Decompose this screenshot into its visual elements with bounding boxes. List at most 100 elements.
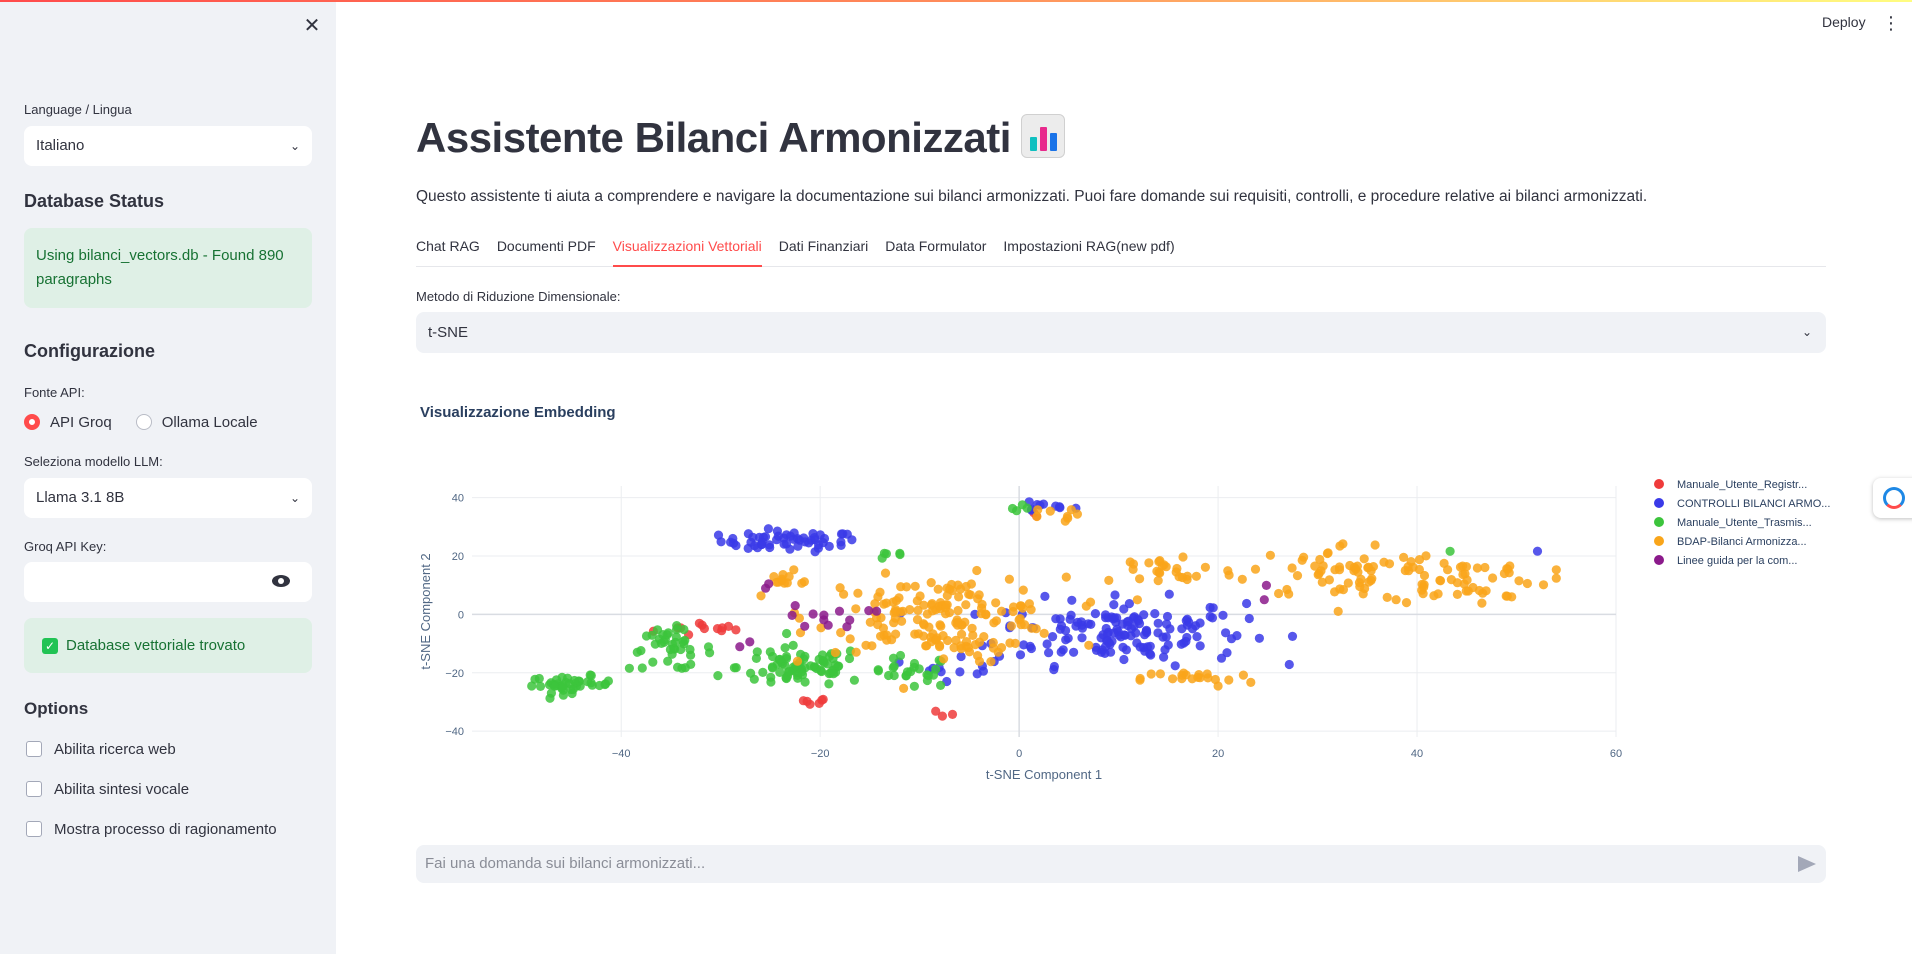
scatter-point — [1045, 506, 1055, 516]
scatter-point — [1310, 561, 1320, 571]
scatter-point — [1355, 581, 1365, 592]
y-tick-label: −40 — [445, 726, 464, 738]
scatter-point — [772, 535, 782, 545]
scatter-point — [699, 623, 709, 634]
scatter-point — [1010, 638, 1020, 648]
scatter-point — [671, 624, 682, 635]
scatter-point — [865, 617, 875, 627]
scatter-point — [781, 539, 792, 549]
x-axis-label: t-SNE Component 1 — [986, 767, 1102, 782]
scatter-point — [784, 666, 794, 676]
scatter-point — [824, 679, 834, 689]
embedding-scatter-chart[interactable]: −40 −20 0 20 40 −40 −20 0 20 40 60 t-SNE Component … — [416, 460, 1836, 800]
checkbox-web-search[interactable]: Abilita ricerca web — [26, 739, 176, 759]
scatter-point — [1081, 601, 1091, 611]
scatter-point — [1478, 588, 1488, 598]
scatter-point — [872, 606, 882, 616]
config-heading: Configurazione — [24, 341, 155, 361]
scatter-point — [1284, 589, 1294, 599]
checkbox-label: Mostra processo di ragionamento — [54, 820, 277, 838]
scatter-point — [834, 606, 845, 616]
method-select[interactable]: t-SNE ⌄ — [416, 312, 1826, 353]
language-select[interactable]: Italiano ⌄ — [24, 126, 312, 166]
page-title-text: Assistente Bilanci Armonizzati — [416, 114, 1011, 161]
tab-chat-rag[interactable]: Chat RAG — [416, 238, 480, 254]
tab-impostazioni-rag[interactable]: Impostazioni RAG(new pdf) — [1003, 238, 1175, 254]
options-heading: Options — [24, 699, 89, 718]
scatter-point — [1259, 595, 1269, 605]
scatter-point — [1297, 555, 1307, 565]
main-menu-icon[interactable]: ⋮ — [1882, 13, 1900, 33]
scatter-point — [758, 667, 768, 677]
scatter-point — [977, 603, 987, 613]
close-sidebar-icon[interactable]: ✕ — [303, 15, 321, 37]
scatter-point — [909, 662, 919, 672]
radio-checked-icon — [24, 414, 40, 430]
scatter-point — [912, 615, 923, 625]
scatter-point — [993, 647, 1003, 657]
checkbox-voice-synthesis[interactable]: Abilita sintesi vocale — [26, 779, 189, 799]
scatter-point — [884, 670, 894, 681]
x-tick-label: 60 — [1610, 748, 1622, 760]
scatter-point — [864, 606, 874, 616]
scatter-point — [1238, 670, 1248, 680]
tab-dati-finanziari[interactable]: Dati Finanziari — [778, 238, 869, 254]
scatter-point — [1435, 575, 1445, 585]
scatter-point — [1065, 614, 1075, 624]
scatter-point — [1177, 674, 1187, 684]
scatter-point — [1109, 600, 1119, 610]
tab-documenti-pdf[interactable]: Documenti PDF — [496, 238, 596, 254]
scatter-point — [824, 541, 834, 551]
checkbox-box[interactable] — [26, 821, 42, 837]
scatter-point — [632, 647, 642, 657]
chat-input[interactable]: Fai una domanda sui bilanci armonizzati.… — [416, 845, 1826, 883]
vector-db-status: ✓ Database vettoriale trovato — [24, 618, 312, 673]
scatter-point — [972, 669, 982, 679]
radio-label: Ollama Locale — [161, 413, 258, 431]
model-select[interactable]: Llama 3.1 8B ⌄ — [24, 478, 312, 518]
scatter-point — [889, 661, 899, 671]
checkbox-box[interactable] — [26, 781, 42, 797]
api-key-input[interactable] — [24, 562, 312, 602]
scatter-point — [816, 666, 826, 676]
scatter-point — [1155, 556, 1165, 566]
scatter-point — [789, 565, 799, 575]
db-status-heading: Database Status — [24, 191, 165, 211]
legend-marker — [1654, 536, 1664, 546]
scatter-point — [1084, 640, 1094, 650]
scatter-point — [1472, 563, 1482, 573]
scatter-point — [1038, 499, 1049, 509]
radio-ollama-locale[interactable]: Ollama Locale — [135, 413, 258, 431]
scatter-point — [1244, 613, 1254, 624]
scatter-point — [1162, 611, 1173, 622]
scatter-point — [931, 635, 941, 645]
send-icon[interactable] — [1798, 856, 1816, 872]
language-label: Language / Lingua — [24, 102, 132, 117]
scatter-point — [1205, 602, 1215, 613]
tab-bar: Chat RAG Documenti PDF Visualizzazioni V… — [416, 236, 1826, 267]
y-tick-label: 20 — [452, 551, 464, 563]
tab-visualizzazioni-vettoriali[interactable]: Visualizzazioni Vettoriali — [612, 236, 762, 267]
scatter-point — [1168, 674, 1178, 684]
scatter-point — [763, 524, 773, 534]
checkbox-box[interactable] — [26, 741, 42, 757]
radio-api-groq[interactable]: API Groq — [24, 414, 112, 431]
floating-assistant-widget[interactable] — [1873, 478, 1912, 518]
tab-data-formulator[interactable]: Data Formulator — [885, 238, 987, 254]
x-tick-label: −20 — [811, 748, 830, 760]
scatter-point — [1421, 551, 1431, 561]
scatter-point — [782, 628, 792, 639]
scatter-point — [764, 540, 774, 550]
checkbox-show-reasoning[interactable]: Mostra processo di ragionamento — [26, 819, 277, 839]
scatter-point — [1044, 648, 1054, 658]
scatter-point — [922, 675, 932, 686]
radio-unchecked-icon — [135, 414, 152, 430]
deploy-button[interactable]: Deploy — [1822, 14, 1866, 30]
scatter-point — [901, 582, 912, 592]
scatter-point — [873, 665, 883, 675]
scatter-point — [1352, 561, 1362, 571]
scatter-point — [1015, 650, 1026, 660]
scatter-point — [1292, 571, 1303, 581]
scatter-point — [853, 588, 863, 598]
show-password-eye-icon[interactable] — [272, 575, 290, 587]
